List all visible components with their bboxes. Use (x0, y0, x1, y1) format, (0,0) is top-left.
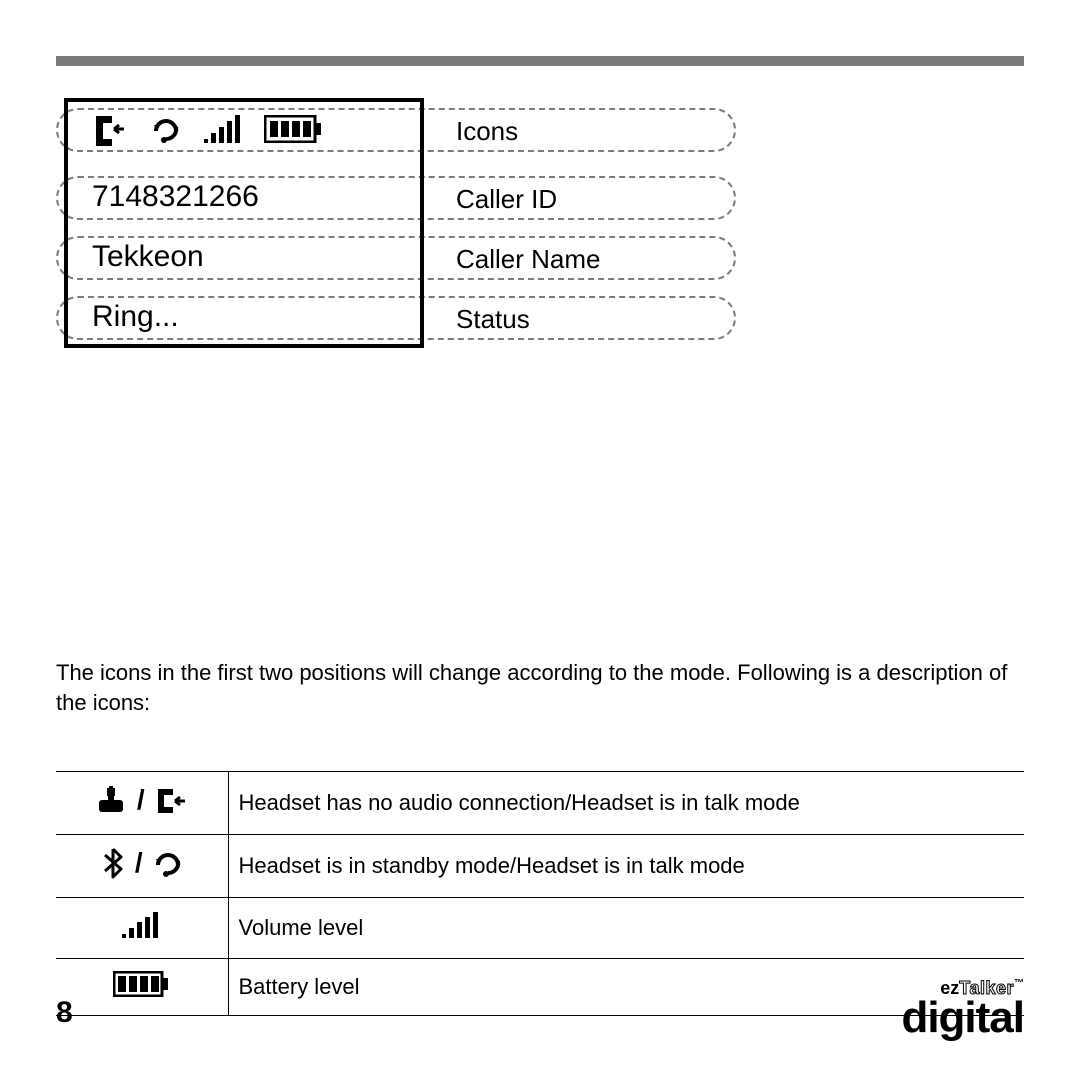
row-label: Status (456, 304, 530, 335)
table-row: / Headset is in standby mode/Headset is … (56, 834, 1024, 897)
table-row: / Headset has no audio connection/Headse… (56, 772, 1024, 834)
page-number: 8 (56, 996, 73, 1030)
volume-level-icon (204, 113, 242, 150)
icon-description-table: / Headset has no audio connection/Headse… (56, 771, 1024, 1015)
table-row: Battery level (56, 958, 1024, 1015)
header-rule (56, 56, 1024, 66)
icon-description: Headset has no audio connection/Headset … (228, 772, 1024, 834)
icon-cell: / (56, 772, 228, 834)
slash-separator: / (131, 847, 147, 878)
headset-base-icon (95, 786, 127, 822)
headset-talk-icon (150, 113, 182, 150)
talk-mode-icon (155, 786, 189, 822)
volume-level-icon (122, 910, 162, 946)
icon-cell: / (56, 834, 228, 897)
trademark-symbol: ™ (1014, 978, 1024, 989)
icon-description: Volume level (228, 897, 1024, 958)
battery-level-icon (113, 971, 171, 1003)
talk-mode-icon (92, 112, 128, 151)
battery-level-icon (264, 115, 322, 148)
icon-cell (56, 897, 228, 958)
page-content: 7148321266 Tekkeon Ring... Icons Caller … (56, 98, 1024, 1016)
table-row: Volume level (56, 897, 1024, 958)
lcd-icon-row (92, 112, 322, 151)
slash-separator: / (133, 784, 149, 815)
row-label: Caller ID (456, 184, 557, 215)
brand-logo: ezTalker™ digital (901, 978, 1024, 1036)
status-value: Ring... (92, 300, 179, 334)
bluetooth-icon (101, 847, 125, 885)
body-paragraph: The icons in the first two positions wil… (56, 658, 1024, 717)
icon-description: Headset is in standby mode/Headset is in… (228, 834, 1024, 897)
row-label: Icons (456, 116, 518, 147)
headset-talk-icon (153, 848, 183, 884)
lcd-diagram: 7148321266 Tekkeon Ring... Icons Caller … (56, 98, 736, 348)
caller-id-value: 7148321266 (92, 180, 259, 214)
caller-name-value: Tekkeon (92, 240, 204, 274)
brand-bottom-line: digital (901, 999, 1024, 1036)
icon-cell (56, 958, 228, 1015)
row-label: Caller Name (456, 244, 601, 275)
